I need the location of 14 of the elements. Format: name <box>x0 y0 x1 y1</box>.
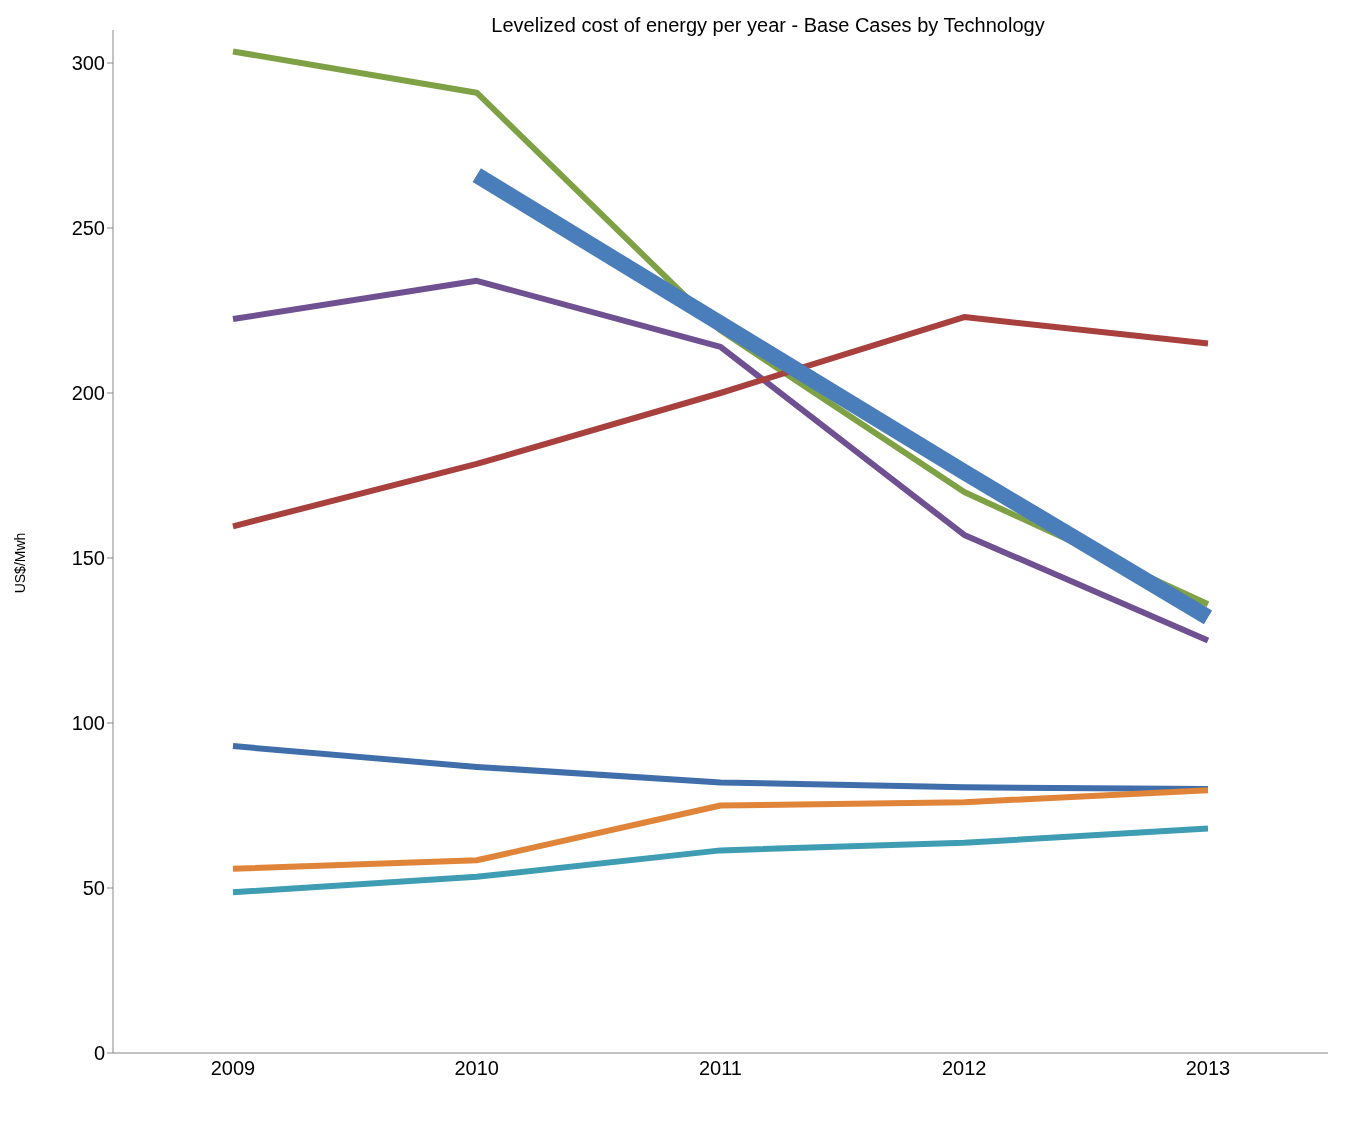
x-tick-label: 2012 <box>942 1057 987 1080</box>
x-tick-label: 2010 <box>454 1057 499 1080</box>
y-tick-label: 300 <box>71 52 105 75</box>
y-tick-label: 150 <box>71 547 105 570</box>
x-tick-label: 2009 <box>210 1057 256 1080</box>
x-tick-label: 2011 <box>698 1057 743 1080</box>
y-tick-label: 100 <box>71 712 105 735</box>
y-tick-label: 0 <box>93 1042 105 1065</box>
y-tick-label: 50 <box>82 877 105 900</box>
chart-title: Levelized cost of energy per year - Base Cases by Technology <box>490 14 1046 37</box>
x-tick-label: 2013 <box>1185 1057 1231 1080</box>
y-tick-label: 200 <box>71 382 105 405</box>
y-axis-title: US$/Mwh <box>12 532 28 594</box>
y-tick-label: 250 <box>71 217 105 240</box>
